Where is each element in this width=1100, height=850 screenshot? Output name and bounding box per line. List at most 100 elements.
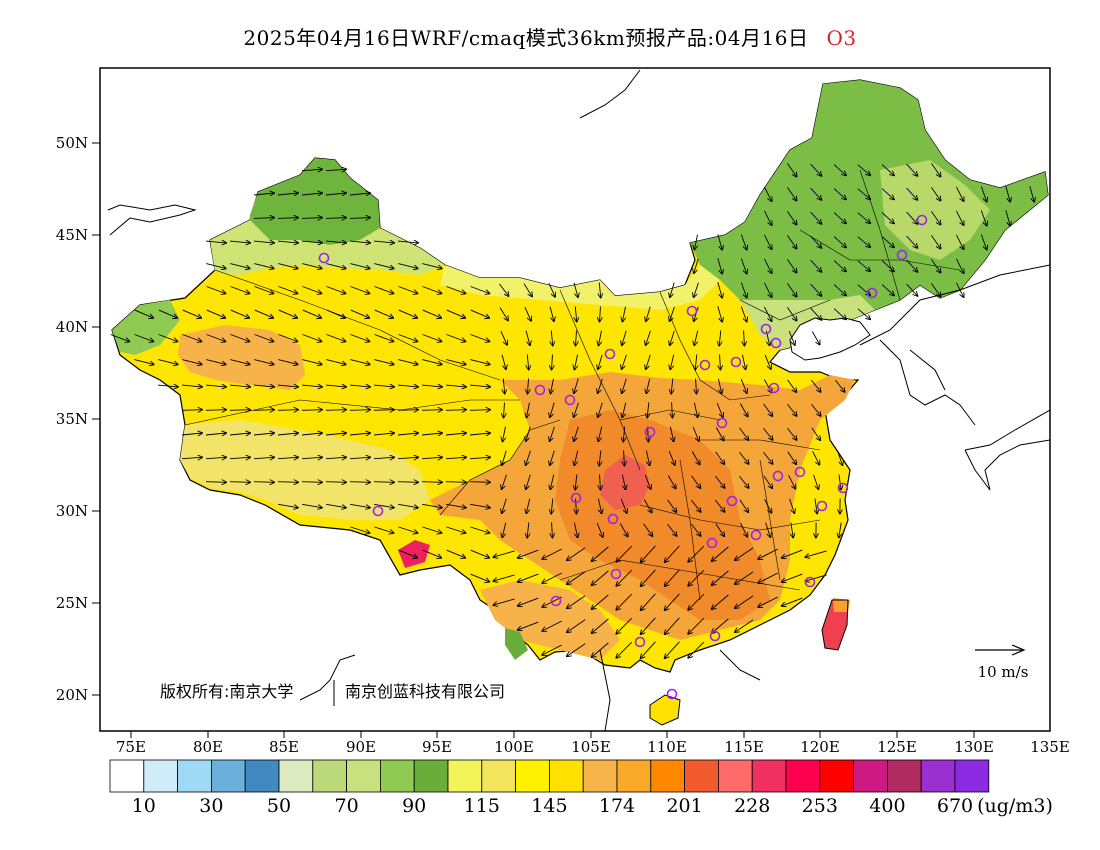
wind-arrow — [575, 474, 577, 490]
wind-arrow — [669, 426, 673, 442]
wind-arrow — [301, 193, 322, 195]
wind-arrow — [735, 547, 754, 560]
wind-arrow — [641, 545, 656, 562]
wind-arrow — [574, 450, 579, 466]
wind-arrow — [695, 354, 697, 370]
wind-arrow — [622, 354, 627, 369]
wind-arrow — [672, 402, 673, 418]
wind-arrow — [735, 571, 754, 584]
wind-arrow — [158, 309, 177, 318]
wind-arrow — [446, 334, 466, 342]
wind-arrow — [277, 457, 298, 458]
wind-arrow — [542, 572, 563, 583]
green-spot-yunnan — [505, 628, 528, 660]
wind-arrow — [301, 457, 322, 458]
wind-arrow — [599, 330, 602, 346]
wind-arrow — [230, 309, 249, 318]
wind-arrow — [641, 617, 656, 634]
wind-arrow — [181, 457, 202, 458]
wind-arrow — [624, 450, 625, 466]
wind-arrow — [599, 450, 601, 466]
wind-arrow — [693, 402, 697, 418]
wind-arrow — [422, 286, 442, 294]
wind-arrow — [325, 482, 346, 483]
wind-arrow — [805, 550, 827, 557]
wind-arrow — [277, 433, 298, 435]
wind-arrow — [469, 433, 490, 435]
colorbar-tick-label: 228 — [734, 795, 770, 817]
wind-arrow — [763, 475, 772, 488]
wind-arrow — [421, 457, 442, 458]
wind-arrow — [326, 309, 345, 318]
wind-arrow — [837, 450, 843, 465]
wind-arrow — [765, 522, 771, 537]
wind-arrow — [763, 258, 771, 273]
wind-arrow — [881, 164, 894, 176]
wind-arrow — [550, 450, 555, 465]
wind-arrow — [374, 359, 393, 365]
wind-arrow — [857, 236, 870, 247]
colorbar-tick-label: 145 — [531, 795, 567, 817]
wind-arrow — [567, 571, 586, 584]
wind-arrow — [839, 522, 841, 538]
wind-arrow — [576, 498, 577, 514]
wind-arrow — [326, 334, 346, 342]
colorbar-tick-label: 201 — [666, 795, 702, 817]
wind-arrow — [518, 597, 539, 606]
wind-arrow — [787, 427, 796, 440]
station-marker — [666, 688, 678, 700]
lightgreen-zone-northeast — [880, 160, 990, 260]
station-marker — [607, 513, 619, 525]
wind-arrow — [906, 283, 918, 296]
wind-arrow — [397, 433, 418, 435]
wind-arrow — [592, 642, 609, 657]
wind-arrow — [205, 385, 226, 387]
wind-arrow — [688, 593, 705, 610]
colorbar-tick-label: 10 — [132, 795, 156, 817]
wind-arrow — [398, 359, 417, 365]
wind-arrow — [717, 234, 722, 249]
wind-arrow — [810, 259, 822, 272]
wind-arrow — [518, 549, 539, 558]
lon-label: 115E — [724, 738, 764, 756]
wind-arrow — [373, 433, 394, 435]
colorbar-swatch — [751, 759, 787, 793]
wind-arrow — [206, 334, 226, 342]
station-marker — [770, 337, 782, 349]
wind-arrow — [574, 426, 579, 441]
wind-arrow — [206, 286, 226, 294]
wind-arrow — [598, 402, 603, 417]
wind-arrow — [598, 378, 603, 393]
wind-arrow — [906, 163, 918, 176]
wind-arrow — [349, 410, 370, 411]
lon-label: 75E — [116, 738, 146, 756]
station-marker — [604, 348, 616, 360]
wind-arrow — [931, 163, 940, 176]
wind-arrow — [518, 573, 539, 582]
lon-label: 125E — [877, 738, 917, 756]
wind-arrow — [397, 241, 418, 243]
wind-arrow — [839, 474, 841, 490]
lat-label: 25N — [56, 594, 88, 612]
wind-arrow — [622, 330, 627, 345]
wind-arrow — [712, 594, 729, 609]
wind-arrow — [567, 643, 586, 656]
lon-label: 95E — [422, 738, 452, 756]
wind-arrow — [470, 309, 489, 318]
wind-arrow — [740, 378, 747, 393]
wind-arrow — [881, 260, 894, 272]
wind-arrow — [739, 451, 748, 464]
wind-arrow — [374, 263, 393, 269]
wind-arrow — [980, 234, 986, 250]
colorbar-swatch — [177, 759, 212, 793]
wind-arrow — [349, 482, 370, 483]
station-marker — [816, 500, 828, 512]
wind-arrow — [787, 283, 796, 296]
wind-arrow — [758, 596, 779, 607]
wind-arrow — [422, 526, 442, 533]
wind-arrow — [833, 260, 846, 272]
colorbar-swatch — [210, 759, 246, 793]
lon-label: 135E — [1030, 738, 1070, 756]
wind-arrow — [502, 498, 507, 513]
